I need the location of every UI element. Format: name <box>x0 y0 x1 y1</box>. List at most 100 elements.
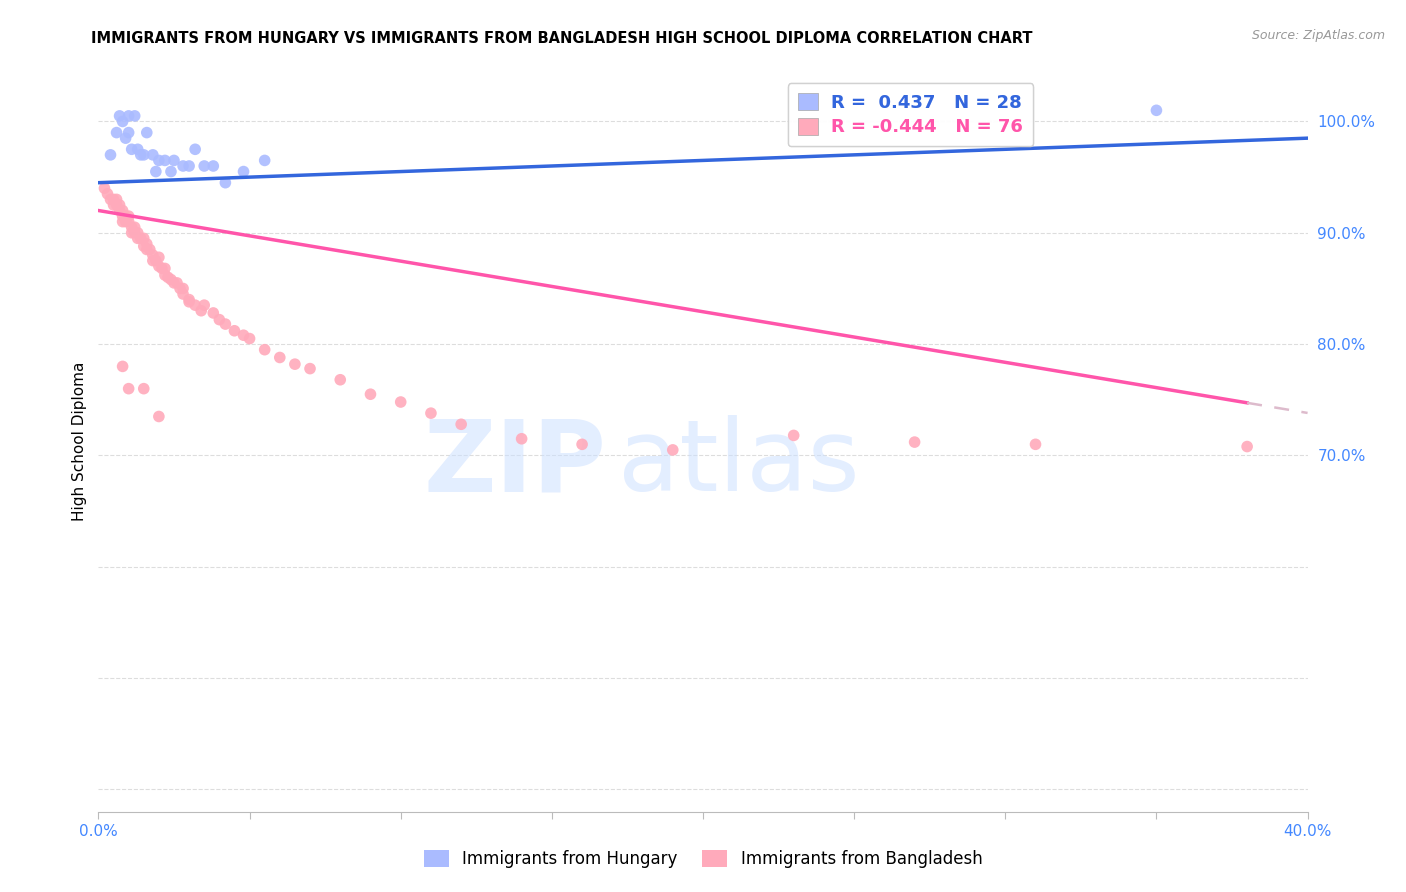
Point <box>111 359 134 374</box>
Point <box>190 303 212 318</box>
Point <box>179 293 201 307</box>
Point <box>142 248 165 262</box>
Y-axis label: High School Diploma: High School Diploma <box>72 362 87 521</box>
Point <box>179 294 201 309</box>
Point <box>114 209 136 223</box>
Point <box>269 351 291 365</box>
Point <box>1236 440 1258 454</box>
Point <box>193 159 215 173</box>
Point <box>284 357 307 371</box>
Text: ZIP: ZIP <box>423 416 606 512</box>
Point <box>184 298 207 312</box>
Point <box>114 131 136 145</box>
Point <box>111 203 134 218</box>
Point <box>148 250 170 264</box>
Point <box>783 428 806 442</box>
Point <box>214 176 236 190</box>
Point <box>100 148 122 162</box>
Point <box>153 153 176 168</box>
Point <box>239 332 262 346</box>
Point <box>108 203 131 218</box>
Point <box>1144 103 1167 118</box>
Point <box>232 328 254 343</box>
Point <box>124 109 146 123</box>
Point <box>299 361 322 376</box>
Point <box>148 153 170 168</box>
Point <box>118 109 141 123</box>
Point <box>232 164 254 178</box>
Point <box>105 198 128 212</box>
Point <box>253 153 276 168</box>
Point <box>139 243 162 257</box>
Point <box>224 324 246 338</box>
Point <box>132 382 155 396</box>
Point <box>153 268 176 282</box>
Point <box>118 209 141 223</box>
Point <box>135 243 157 257</box>
Point <box>510 432 533 446</box>
Point <box>105 193 128 207</box>
Point <box>166 276 188 290</box>
Point <box>160 272 183 286</box>
Point <box>169 281 191 295</box>
Point <box>103 193 125 207</box>
Point <box>142 253 165 268</box>
Text: atlas: atlas <box>619 416 860 512</box>
Point <box>329 373 352 387</box>
Point <box>904 435 927 450</box>
Point <box>150 261 173 276</box>
Point <box>661 442 683 457</box>
Point <box>420 406 443 420</box>
Point <box>118 214 141 228</box>
Point <box>127 231 149 245</box>
Point <box>132 231 155 245</box>
Point <box>148 409 170 424</box>
Point <box>148 259 170 273</box>
Point <box>163 276 186 290</box>
Legend: R =  0.437   N = 28, R = -0.444   N = 76: R = 0.437 N = 28, R = -0.444 N = 76 <box>787 83 1033 146</box>
Point <box>121 142 143 156</box>
Point <box>127 142 149 156</box>
Point <box>105 126 128 140</box>
Point <box>160 164 183 178</box>
Point <box>132 239 155 253</box>
Point <box>124 226 146 240</box>
Point <box>121 220 143 235</box>
Point <box>145 253 167 268</box>
Text: Source: ZipAtlas.com: Source: ZipAtlas.com <box>1251 29 1385 42</box>
Point <box>389 395 412 409</box>
Point <box>1024 437 1046 451</box>
Point <box>121 226 143 240</box>
Point <box>135 126 157 140</box>
Point <box>172 281 194 295</box>
Point <box>156 270 179 285</box>
Point <box>208 312 231 326</box>
Point <box>127 226 149 240</box>
Text: IMMIGRANTS FROM HUNGARY VS IMMIGRANTS FROM BANGLADESH HIGH SCHOOL DIPLOMA CORREL: IMMIGRANTS FROM HUNGARY VS IMMIGRANTS FR… <box>91 31 1033 46</box>
Point <box>184 142 207 156</box>
Point <box>142 148 165 162</box>
Point <box>111 114 134 128</box>
Point <box>145 164 167 178</box>
Point <box>214 317 236 331</box>
Point <box>360 387 382 401</box>
Point <box>111 209 134 223</box>
Point <box>103 198 125 212</box>
Point <box>118 126 141 140</box>
Point <box>132 148 155 162</box>
Point <box>202 159 225 173</box>
Point <box>253 343 276 357</box>
Point <box>108 198 131 212</box>
Point <box>124 220 146 235</box>
Point <box>179 159 201 173</box>
Point <box>129 231 152 245</box>
Point <box>96 186 118 201</box>
Point <box>163 153 186 168</box>
Point <box>114 214 136 228</box>
Point <box>450 417 472 432</box>
Point <box>202 306 225 320</box>
Point <box>153 261 176 276</box>
Point <box>193 298 215 312</box>
Point <box>172 159 194 173</box>
Point <box>118 382 141 396</box>
